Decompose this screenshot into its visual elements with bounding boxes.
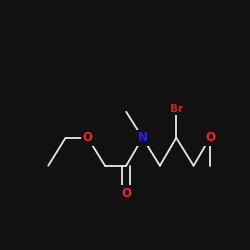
Text: Br: Br bbox=[170, 104, 183, 114]
Text: O: O bbox=[205, 131, 215, 144]
Text: O: O bbox=[121, 187, 131, 200]
Text: O: O bbox=[83, 131, 93, 144]
Text: N: N bbox=[138, 131, 147, 144]
